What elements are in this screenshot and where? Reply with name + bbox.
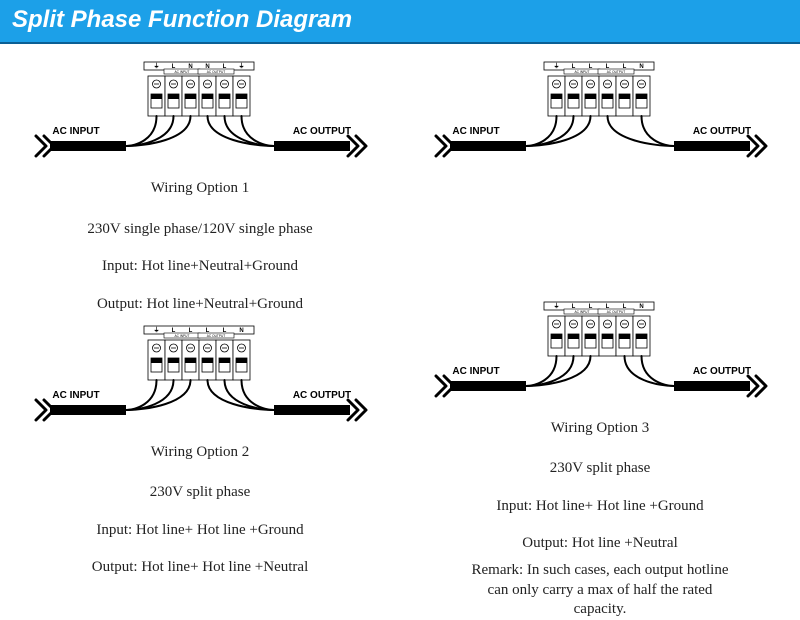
svg-text:AC OUTPUT: AC OUTPUT <box>293 126 351 137</box>
svg-text:⏚: ⏚ <box>238 63 244 70</box>
svg-text:⏚: ⏚ <box>553 63 559 70</box>
svg-text:AC OUTPUT: AC OUTPUT <box>607 310 625 314</box>
svg-text:AC OUTPUT: AC OUTPUT <box>693 366 751 377</box>
option-3-title: Wiring Option 3 <box>551 420 650 437</box>
title-bar: Split Phase Function Diagram <box>0 0 800 44</box>
svg-text:AC INPUT: AC INPUT <box>575 70 590 74</box>
diagram-option-3b: ⏚LLLLNAC INPUTAC OUTPUTAC INPUTAC OUTPUT <box>430 298 770 418</box>
svg-text:AC INPUT: AC INPUT <box>52 390 99 401</box>
svg-text:AC INPUT: AC INPUT <box>175 70 190 74</box>
diagram-option-1: ⏚LNNL⏚AC INPUTAC OUTPUTAC INPUTAC OUTPUT <box>30 58 370 178</box>
svg-text:AC INPUT: AC INPUT <box>52 126 99 137</box>
svg-text:⏚: ⏚ <box>153 63 159 70</box>
option-1-caption: 230V single phase/120V single phase Inpu… <box>87 201 312 314</box>
svg-text:AC OUTPUT: AC OUTPUT <box>607 70 625 74</box>
svg-text:AC INPUT: AC INPUT <box>452 366 499 377</box>
diagram-option-2: ⏚LLLLNAC INPUTAC OUTPUTAC INPUTAC OUTPUT <box>30 322 370 442</box>
diagram-grid: ⏚LNNL⏚AC INPUTAC OUTPUTAC INPUTAC OUTPUT… <box>0 50 800 529</box>
cell-option-1: ⏚LNNL⏚AC INPUTAC OUTPUTAC INPUTAC OUTPUT… <box>0 50 400 314</box>
option-2-title: Wiring Option 2 <box>151 444 250 461</box>
svg-text:AC INPUT: AC INPUT <box>175 334 190 338</box>
option-2-caption: 230V split phase Input: Hot line+ Hot li… <box>92 465 308 578</box>
diagram-option-3a: ⏚LLLLNAC INPUTAC OUTPUTAC INPUTAC OUTPUT <box>430 58 770 178</box>
svg-text:AC OUTPUT: AC OUTPUT <box>693 126 751 137</box>
cell-option-3b: ⏚LLLLNAC INPUTAC OUTPUTAC INPUTAC OUTPUT… <box>400 298 800 620</box>
svg-text:⏚: ⏚ <box>153 327 159 334</box>
svg-text:AC INPUT: AC INPUT <box>575 310 590 314</box>
svg-text:N: N <box>639 64 643 70</box>
svg-text:AC INPUT: AC INPUT <box>452 126 499 137</box>
svg-text:⏚: ⏚ <box>553 303 559 310</box>
option-3-remark: Remark: In such cases, each output hotli… <box>470 561 730 620</box>
svg-text:AC OUTPUT: AC OUTPUT <box>207 334 225 338</box>
svg-text:N: N <box>239 328 243 334</box>
option-3-caption: 230V split phase Input: Hot line+ Hot li… <box>496 441 703 554</box>
title-text: Split Phase Function Diagram <box>12 6 352 33</box>
cell-option-2: ⏚LLLLNAC INPUTAC OUTPUTAC INPUTAC OUTPUT… <box>0 314 400 620</box>
svg-text:AC OUTPUT: AC OUTPUT <box>293 390 351 401</box>
svg-text:N: N <box>639 304 643 310</box>
option-1-title: Wiring Option 1 <box>151 180 250 197</box>
svg-text:AC OUTPUT: AC OUTPUT <box>207 70 225 74</box>
cell-option-3a: ⏚LLLLNAC INPUTAC OUTPUTAC INPUTAC OUTPUT <box>400 50 800 314</box>
